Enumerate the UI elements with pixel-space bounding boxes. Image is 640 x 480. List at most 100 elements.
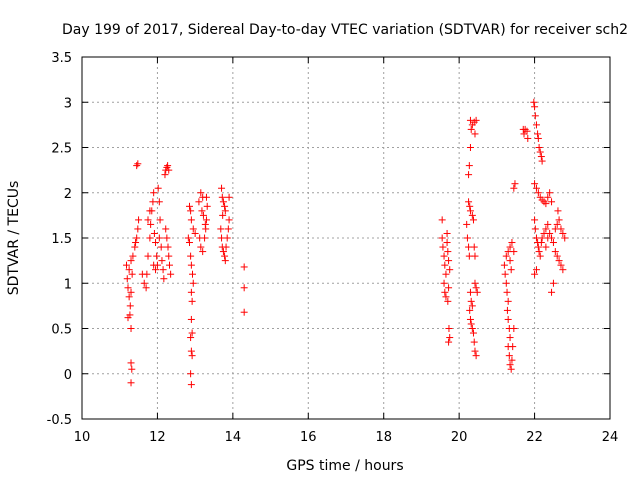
ticks — [81, 56, 611, 420]
data-point — [187, 216, 195, 224]
x-tick-label: 22 — [526, 430, 543, 445]
data-point — [537, 153, 545, 161]
data-point — [153, 252, 161, 260]
data-point — [544, 220, 552, 228]
data-point — [123, 275, 131, 283]
x-tick-label: 18 — [375, 430, 392, 445]
data-point — [442, 293, 450, 301]
x-tick-label: 10 — [74, 430, 91, 445]
data-point — [123, 261, 131, 269]
data-point — [125, 266, 133, 274]
data-point — [467, 125, 475, 133]
data-point — [466, 306, 474, 314]
data-point — [195, 198, 203, 206]
data-point — [163, 234, 171, 242]
data-point — [446, 266, 454, 274]
data-point — [501, 270, 509, 278]
data-point — [546, 229, 554, 237]
data-point — [147, 220, 155, 228]
data-point — [470, 243, 478, 251]
data-point — [503, 288, 511, 296]
data-point — [555, 257, 563, 265]
data-point — [531, 270, 539, 278]
data-point — [466, 207, 474, 215]
data-point — [438, 216, 446, 224]
data-point — [222, 243, 230, 251]
data-point — [221, 202, 229, 210]
y-tick-label: 2 — [64, 187, 72, 202]
x-tick-label: 24 — [602, 430, 619, 445]
data-point — [219, 211, 227, 219]
data-point — [127, 359, 135, 367]
data-point — [444, 248, 452, 256]
data-point — [187, 261, 195, 269]
data-point — [219, 198, 227, 206]
data-point — [131, 243, 139, 251]
data-point — [466, 288, 474, 296]
data-point — [127, 288, 135, 296]
data-point — [471, 347, 479, 355]
data-point — [128, 365, 136, 373]
data-point — [187, 288, 195, 296]
data-point — [472, 284, 480, 292]
y-tick-label: -0.5 — [47, 413, 72, 428]
data-point — [561, 234, 569, 242]
data-point — [187, 370, 195, 378]
x-axis-title: GPS time / hours — [286, 458, 403, 474]
data-point — [439, 243, 447, 251]
data-point — [133, 162, 141, 170]
data-point — [132, 239, 140, 247]
data-point — [189, 225, 197, 233]
data-point — [548, 198, 556, 206]
data-point — [144, 252, 152, 260]
data-point — [467, 320, 475, 328]
data-point — [467, 297, 475, 305]
data-point — [508, 356, 516, 364]
data-point — [463, 234, 471, 242]
data-point — [240, 308, 248, 316]
data-point — [468, 325, 476, 332]
data-point — [189, 270, 197, 278]
data-point — [465, 198, 473, 206]
data-point — [505, 352, 513, 360]
data-point — [185, 239, 193, 247]
data-point — [162, 225, 170, 233]
data-point — [504, 297, 512, 305]
data-point — [553, 220, 561, 228]
data-point — [188, 352, 196, 360]
data-point — [124, 284, 132, 292]
data-point — [127, 379, 135, 387]
data-point — [197, 189, 205, 197]
data-point — [534, 243, 542, 251]
data-point — [502, 252, 510, 260]
data-point — [472, 352, 480, 360]
data-point — [219, 248, 227, 256]
data-point — [202, 216, 210, 224]
y-axis-title: SDTVAR / TECUs — [6, 181, 22, 296]
data-point — [223, 234, 231, 242]
data-point — [150, 229, 158, 237]
data-point — [531, 216, 539, 224]
data-point — [440, 279, 448, 287]
data-point — [549, 239, 557, 247]
data-point — [187, 334, 195, 342]
data-point — [128, 270, 136, 278]
data-point — [184, 234, 192, 242]
data-point — [507, 266, 515, 274]
data-point — [201, 220, 209, 228]
data-point — [444, 297, 452, 305]
data-point — [445, 338, 453, 346]
data-point — [164, 243, 172, 251]
y-tick-label: 2.5 — [51, 142, 72, 157]
data-point — [536, 148, 544, 156]
data-point — [199, 211, 207, 219]
data-point — [530, 98, 538, 106]
data-point — [146, 207, 154, 215]
data-point — [445, 284, 453, 292]
x-tick-label: 16 — [300, 430, 317, 445]
data-point — [443, 229, 451, 237]
y-tick-label: 3.5 — [51, 51, 72, 66]
x-tick-label: 12 — [149, 430, 166, 445]
data-point — [466, 202, 474, 210]
